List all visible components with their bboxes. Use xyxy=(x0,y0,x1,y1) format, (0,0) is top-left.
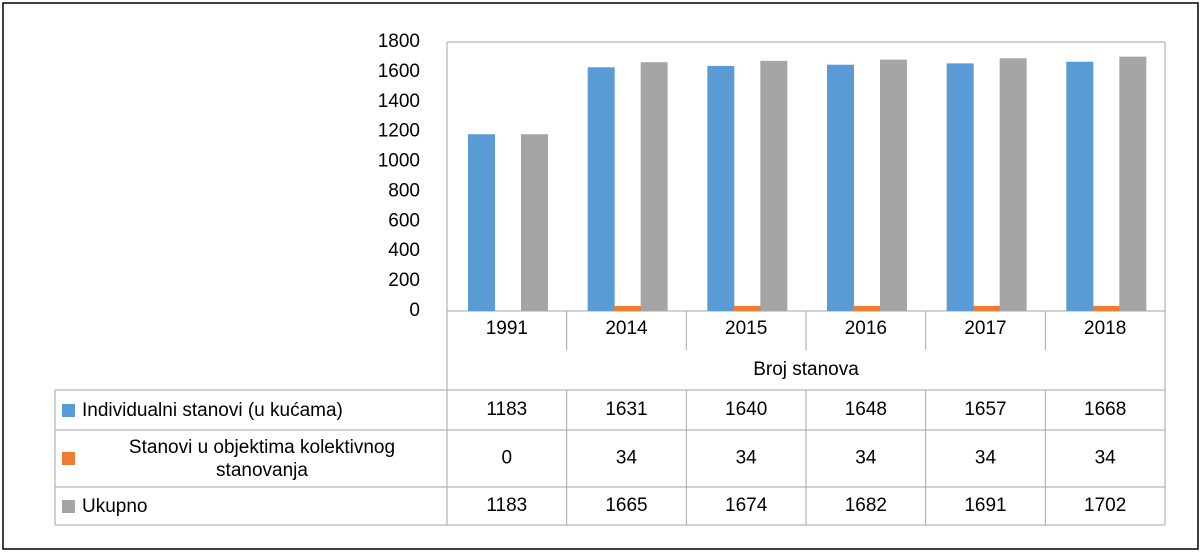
table-value: 1668 xyxy=(1084,399,1126,420)
y-tick-label: 800 xyxy=(388,180,420,201)
table-value: 1648 xyxy=(845,399,887,420)
bar xyxy=(1119,56,1147,312)
legend-label: Stanovi u objektima kolektivnog stanovan… xyxy=(128,436,396,481)
bar xyxy=(999,58,1027,311)
y-tick-label: 1000 xyxy=(378,151,420,172)
legend-label: Ukupno xyxy=(82,495,148,517)
table-value: 1657 xyxy=(964,399,1006,420)
legend-entry: Individualni stanovi (u kućama) xyxy=(62,390,442,430)
x-tick-label: 2017 xyxy=(964,318,1006,339)
y-tick-label: 1600 xyxy=(378,61,420,82)
bar xyxy=(521,134,548,311)
table-value: 1674 xyxy=(725,495,768,516)
table-value: 1183 xyxy=(486,399,527,420)
bar xyxy=(760,60,788,311)
legend-entry: Stanovi u objektima kolektivnog stanovan… xyxy=(62,430,442,487)
table-value: 1665 xyxy=(605,495,647,516)
bar xyxy=(733,305,761,311)
table-value: 1640 xyxy=(725,399,767,420)
bar xyxy=(946,63,974,311)
x-tick-label: 2015 xyxy=(725,318,767,339)
x-tick-label: 2014 xyxy=(605,318,648,339)
y-tick-label: 200 xyxy=(388,270,420,291)
bar xyxy=(587,67,615,312)
table-value: 1691 xyxy=(964,495,1006,516)
table-value: 1183 xyxy=(486,495,527,516)
table-value: 34 xyxy=(1095,448,1117,469)
x-tick-label: 2016 xyxy=(845,318,887,339)
bar xyxy=(853,305,881,311)
bar xyxy=(880,59,907,311)
legend-item: Ukupno xyxy=(62,487,442,525)
bar xyxy=(468,134,495,311)
table-value: 34 xyxy=(736,448,758,469)
legend-entry: Ukupno xyxy=(62,487,442,525)
y-tick-label: 1200 xyxy=(378,121,420,142)
y-tick-label: 1800 xyxy=(378,31,420,52)
x-tick-label: 1991 xyxy=(486,318,528,339)
x-axis-label: Broj stanova xyxy=(753,359,859,380)
table-value: 34 xyxy=(855,448,877,469)
bar xyxy=(640,62,668,311)
table-value: 34 xyxy=(616,448,638,469)
table-value: 1702 xyxy=(1084,495,1126,516)
table-value: 1631 xyxy=(605,399,647,420)
legend-item: Individualni stanovi (u kućama) xyxy=(62,390,442,430)
y-tick-label: 1400 xyxy=(378,91,420,112)
bar xyxy=(707,65,735,312)
legend-key xyxy=(62,499,75,513)
legend-item: Stanovi u objektima kolektivnog stanovan… xyxy=(62,430,442,487)
bar xyxy=(1066,61,1094,311)
table-value: 34 xyxy=(975,448,997,469)
bar xyxy=(973,305,1001,311)
legend-key xyxy=(62,403,75,417)
table-value: 1682 xyxy=(845,495,887,516)
legend-key xyxy=(62,452,75,465)
bar xyxy=(827,64,854,312)
y-tick-label: 0 xyxy=(409,300,420,321)
legend-label: Individualni stanovi (u kućama) xyxy=(82,399,343,421)
y-tick-label: 400 xyxy=(388,240,420,261)
bar xyxy=(1092,305,1120,311)
bar xyxy=(614,305,642,311)
y-tick-label: 600 xyxy=(388,210,420,231)
table-value: 0 xyxy=(502,448,513,469)
x-tick-label: 2018 xyxy=(1084,318,1126,339)
